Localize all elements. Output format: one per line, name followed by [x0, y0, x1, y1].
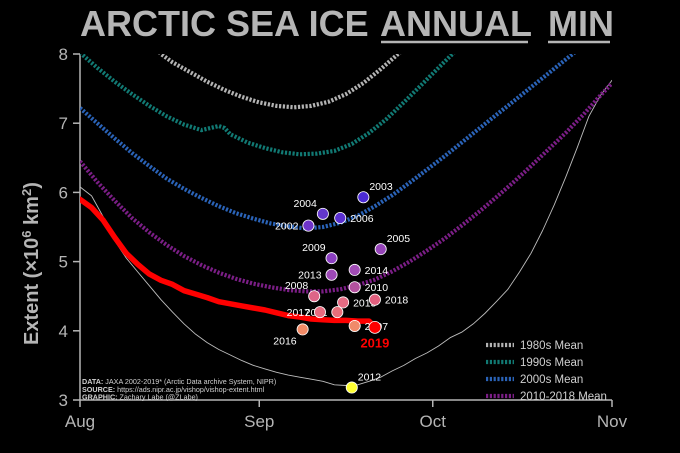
x-ticks: Aug Sep Oct Nov: [65, 400, 628, 431]
axes: 3 4 5 6 7 8 Aug Sep Oct Nov: [59, 45, 628, 431]
source-block: DATA: JAXA 2002-2019* (Arctic Data archi…: [82, 377, 276, 402]
point-2009: [325, 252, 338, 265]
y-tick-label: 8: [59, 45, 68, 64]
point-label-2010: 2010: [365, 282, 389, 294]
legend-label: 2000s Mean: [520, 374, 583, 386]
point-label-2006: 2006: [350, 213, 374, 225]
y-tick-label: 4: [59, 322, 68, 341]
point-label-2013: 2013: [298, 270, 322, 282]
x-tick-label: Sep: [244, 412, 274, 431]
point-2002: [302, 219, 315, 232]
series-line-minimum-envelope: [80, 79, 612, 386]
point-label-2012: 2012: [358, 372, 382, 384]
point-2015: [337, 296, 350, 309]
y-tick-label: 5: [59, 253, 68, 272]
point-2017: [313, 306, 326, 319]
points-layer: 2002200320042005200620072008200920102011…: [273, 181, 411, 394]
series-line-2019: [80, 196, 378, 331]
x-tick-label: Nov: [597, 412, 628, 431]
point-2014: [348, 263, 361, 276]
legend: 1980s Mean 1990s Mean 2000s Mean 2010-2018 …: [486, 340, 607, 403]
source-line-label: GRAPHIC:: [82, 393, 118, 402]
point-2007: [348, 319, 361, 332]
source-line: DATA: JAXA 2002-2019* (Arctic Data archi…: [82, 377, 276, 386]
source-line-text: https://ads.nipr.ac.jp/vishop/vishop-ext…: [115, 385, 264, 394]
chart-title: ARCTIC SEA ICE ANNUAL MIN: [80, 3, 614, 44]
point-label-2009: 2009: [302, 242, 326, 254]
point-label-2002: 2002: [275, 221, 299, 233]
point-2016: [296, 323, 309, 336]
point-label-2003: 2003: [369, 181, 393, 193]
x-tick-label: Aug: [65, 412, 95, 431]
highlight-label-2019: 2019: [360, 335, 389, 350]
y-tick-label: 6: [59, 183, 68, 202]
title-part-2: ANNUAL: [380, 3, 532, 44]
y-ticks: 3 4 5 6 7 8: [59, 45, 80, 410]
ylabel-main: Extent (×10: [21, 238, 43, 345]
point-label-2014: 2014: [365, 265, 389, 277]
point-label-2004: 2004: [294, 198, 318, 210]
point-2008: [308, 290, 321, 303]
point-2005: [374, 243, 387, 256]
point-2012: [345, 381, 358, 394]
point-2013: [325, 268, 338, 281]
point-2010: [348, 281, 361, 294]
point-label-2005: 2005: [387, 233, 411, 245]
source-line-text: JAXA 2002-2019* (Arctic Data archive Sys…: [103, 377, 276, 386]
source-line: GRAPHIC: Zachary Labe (@ZLabe): [82, 393, 198, 402]
x-tick-label: Oct: [420, 412, 447, 431]
source-line-label: SOURCE:: [82, 385, 115, 394]
y-tick-label: 7: [59, 114, 68, 133]
point-2018: [368, 293, 381, 306]
point-2003: [357, 191, 370, 204]
ylabel-exponent: 6: [19, 231, 34, 238]
point-2011: [331, 306, 344, 319]
point-label-2017: 2017: [287, 307, 311, 319]
point-label-2018: 2018: [385, 295, 409, 307]
point-2006: [334, 212, 347, 225]
series-line-2000s-mean: [80, 54, 577, 231]
ylabel-unit-exponent: 2: [19, 189, 34, 196]
source-line: SOURCE: https://ads.nipr.ac.jp/vishop/vi…: [82, 385, 265, 394]
y-tick-label: 3: [59, 391, 68, 410]
legend-label: 1990s Mean: [520, 357, 583, 369]
point-2004: [316, 207, 329, 220]
title-part-3: MIN: [548, 3, 614, 44]
ylabel-close: ): [21, 182, 43, 189]
legend-label: 2010-2018 Mean: [520, 391, 607, 403]
point-label-2016: 2016: [273, 335, 297, 347]
ylabel-unit: km: [21, 196, 43, 230]
legend-label: 1980s Mean: [520, 340, 583, 352]
title-part-1: ARCTIC SEA ICE: [80, 3, 369, 44]
y-axis-label: Extent (×106 km2): [19, 182, 44, 345]
source-line-label: DATA:: [82, 377, 103, 386]
source-line-text: Zachary Labe (@ZLabe): [118, 393, 198, 402]
point-label-2008: 2008: [285, 280, 309, 292]
series-layer: [80, 54, 612, 386]
highlight-point-2019: [368, 320, 382, 334]
